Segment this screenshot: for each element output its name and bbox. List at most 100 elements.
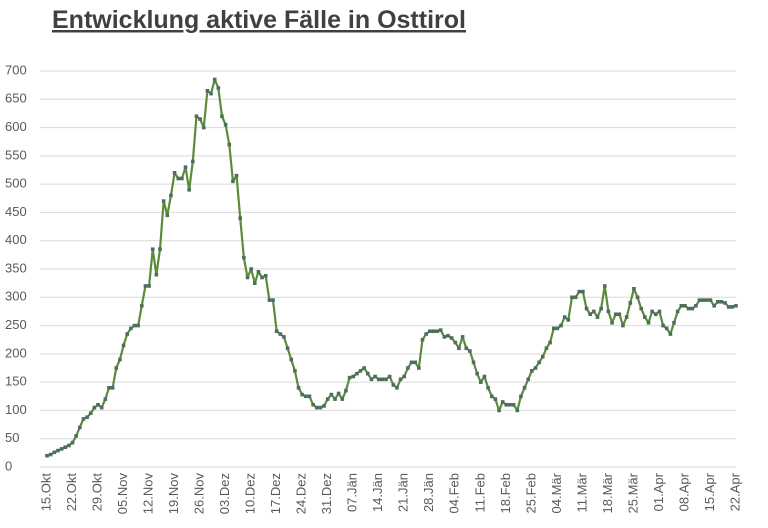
data-point [154, 272, 159, 277]
data-point [606, 309, 611, 314]
data-point [650, 309, 654, 314]
data-point [730, 305, 735, 309]
x-tick-label: 21.Jän [396, 473, 411, 512]
data-point [577, 289, 582, 294]
data-point [464, 346, 469, 350]
data-point [263, 273, 268, 278]
y-tick-label: 600 [5, 119, 27, 134]
data-point [398, 377, 403, 382]
x-tick-label: 17.Dez [268, 473, 283, 514]
data-point [118, 357, 122, 362]
x-tick-label: 18.Mär [600, 472, 615, 513]
data-point [643, 315, 647, 319]
data-point [628, 301, 633, 305]
data-point [336, 391, 341, 396]
data-point [708, 298, 713, 302]
data-point [489, 394, 494, 399]
data-point [70, 440, 75, 445]
data-point [570, 295, 574, 300]
data-point [260, 275, 264, 280]
data-point [52, 450, 57, 455]
data-point [562, 315, 567, 319]
data-point [424, 332, 428, 336]
x-tick-label: 11.Feb [472, 473, 487, 513]
x-tick-label: 04.Feb [447, 473, 462, 513]
data-point [158, 247, 162, 251]
data-point [252, 281, 257, 285]
data-point [136, 323, 140, 328]
data-point [194, 114, 199, 119]
data-point [442, 335, 447, 339]
data-point [723, 301, 727, 305]
data-point [460, 335, 465, 339]
data-point [318, 405, 323, 410]
data-point [468, 349, 472, 353]
data-point [635, 295, 640, 300]
data-point [242, 255, 246, 260]
data-point [169, 193, 173, 198]
data-point [129, 326, 133, 331]
y-tick-label: 100 [5, 402, 27, 417]
data-point [227, 142, 232, 147]
y-tick-label: 300 [5, 289, 27, 304]
data-point [289, 357, 294, 362]
x-tick-label: 31.Dez [319, 473, 334, 514]
data-point [632, 287, 636, 291]
data-point [697, 298, 702, 302]
data-point [500, 400, 505, 404]
data-point [493, 397, 498, 401]
data-point [223, 122, 228, 127]
data-point [139, 303, 144, 308]
data-point [147, 284, 151, 288]
data-point [373, 374, 377, 379]
data-point [285, 346, 290, 350]
data-point [705, 298, 709, 302]
y-tick-label: 200 [5, 345, 27, 360]
data-point [526, 377, 531, 382]
data-point [150, 247, 155, 251]
data-point [599, 306, 603, 311]
data-point [362, 366, 366, 370]
data-point [201, 125, 206, 130]
data-point [325, 397, 330, 401]
data-point [519, 394, 523, 399]
data-point [311, 402, 315, 407]
data-point [621, 323, 625, 328]
data-point [661, 323, 665, 328]
data-point [672, 320, 676, 325]
data-point [511, 402, 516, 407]
data-point [613, 312, 618, 317]
data-point [387, 374, 392, 379]
data-point [48, 452, 53, 457]
data-point [694, 303, 698, 308]
x-tick-label: 25.Feb [523, 473, 538, 513]
data-point [734, 303, 738, 308]
data-point [74, 434, 78, 438]
data-point [355, 371, 359, 376]
data-point [449, 336, 454, 340]
data-point [409, 360, 414, 365]
data-point [176, 176, 181, 181]
data-point [45, 453, 49, 458]
data-point [220, 114, 224, 119]
data-point [347, 375, 352, 380]
data-point [110, 386, 115, 390]
data-point [358, 369, 363, 373]
y-tick-label: 650 [5, 91, 27, 106]
data-point [209, 91, 213, 96]
data-point [537, 360, 541, 365]
data-point [406, 366, 410, 370]
data-point [530, 369, 534, 373]
data-point [588, 312, 592, 317]
data-point [333, 397, 337, 401]
x-tick-label: 11.Mär [574, 472, 589, 512]
data-point [267, 298, 272, 302]
data-point [183, 165, 188, 169]
data-point [384, 377, 388, 382]
x-tick-label: 26.Nov [192, 473, 207, 515]
data-point [107, 386, 111, 390]
data-point [187, 188, 191, 192]
data-point [522, 386, 527, 390]
data-point [664, 326, 669, 331]
data-point [475, 371, 479, 376]
